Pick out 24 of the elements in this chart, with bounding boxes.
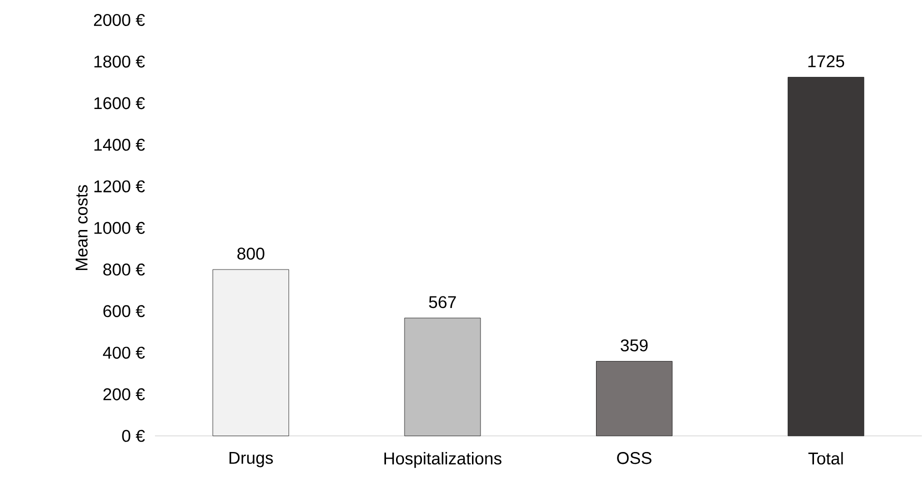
bar [212,269,290,436]
y-tick-label: 1000 € [94,222,145,234]
bar [596,361,672,436]
y-tick-label: 1800 € [94,56,145,68]
data-label: 1725 [808,55,844,68]
x-tick-label: Hospitalizations [384,452,502,468]
data-label: 567 [429,296,456,308]
bar [404,318,481,436]
data-label: 800 [237,248,264,260]
bar [788,77,864,436]
y-tick-label: 1600 € [94,97,145,110]
x-tick-label: OSS [617,452,652,464]
y-axis-title: Mean costs [76,185,88,270]
y-tick-label: 2000 € [94,14,145,26]
y-tick-label: 0 € [122,430,145,442]
y-tick-label: 400 € [102,346,145,359]
y-tick-label: 600 € [103,305,145,318]
y-tick-label: 1200 € [94,180,145,192]
y-tick-label: 200 € [103,388,145,400]
x-tick-label: Drugs [230,452,273,468]
y-tick-label: 1400 € [94,138,145,151]
x-tick-label: Total [808,452,843,465]
y-tick-label: 800 € [103,264,145,276]
data-label: 359 [620,339,648,352]
